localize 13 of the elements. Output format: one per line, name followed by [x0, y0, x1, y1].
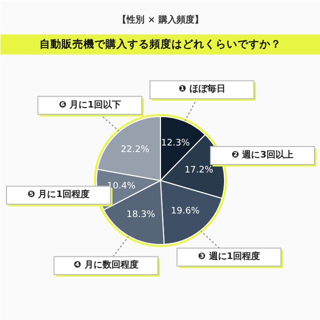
data-label: 12.3% — [161, 138, 190, 149]
chart-title: 自動販売機で購入する頻度はどれくらいですか？ — [40, 38, 282, 50]
data-label: 17.2% — [184, 165, 214, 176]
slice-label: ❶ ほぼ毎日 — [178, 84, 226, 95]
data-label: 22.2% — [120, 145, 150, 156]
slice-label: ❸ 週に1回程度 — [198, 251, 260, 262]
data-label: 19.6% — [170, 206, 200, 217]
slice-label: ❺ 月に1回程度 — [27, 189, 90, 200]
slice-label: ❷ 週に3回以上 — [231, 150, 294, 161]
data-label: 18.3% — [126, 210, 156, 220]
slice-label: ❻ 月に1回以下 — [58, 99, 121, 110]
chart-subtitle: 【性別 × 購入頻度】 — [118, 14, 204, 26]
slice-label: ❹ 月に数回程度 — [74, 260, 138, 271]
